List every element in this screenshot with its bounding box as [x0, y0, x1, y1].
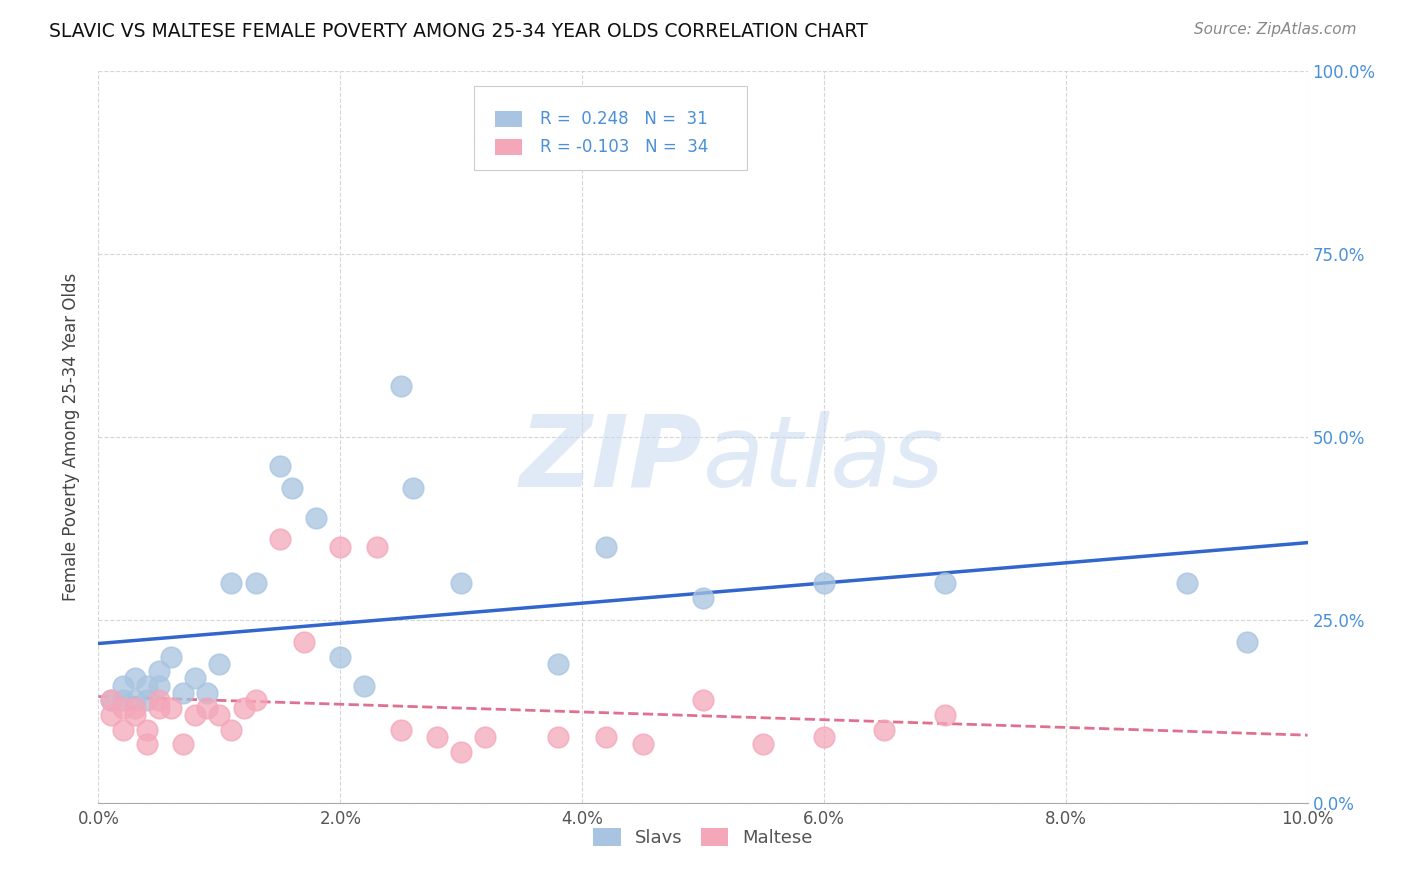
Text: ZIP: ZIP	[520, 410, 703, 508]
Point	[184, 672, 207, 686]
Point	[305, 510, 328, 524]
Y-axis label: Female Poverty Among 25-34 Year Olds: Female Poverty Among 25-34 Year Olds	[62, 273, 80, 601]
Point	[111, 723, 134, 737]
Point	[172, 686, 194, 700]
Point	[148, 679, 170, 693]
Text: Source: ZipAtlas.com: Source: ZipAtlas.com	[1194, 22, 1357, 37]
Point	[402, 481, 425, 495]
Text: R =  0.248   N =  31: R = 0.248 N = 31	[540, 110, 707, 128]
Point	[269, 533, 291, 547]
Text: atlas: atlas	[703, 410, 945, 508]
Point	[111, 700, 134, 714]
Point	[135, 737, 157, 751]
Point	[813, 576, 835, 591]
Point	[329, 540, 352, 554]
Point	[124, 672, 146, 686]
Point	[172, 737, 194, 751]
Text: R = -0.103   N =  34: R = -0.103 N = 34	[540, 137, 709, 156]
Point	[450, 576, 472, 591]
Point	[208, 708, 231, 723]
Point	[124, 693, 146, 707]
Point	[547, 657, 569, 671]
Point	[269, 459, 291, 474]
Point	[221, 723, 243, 737]
Point	[813, 730, 835, 744]
Point	[474, 730, 496, 744]
Point	[752, 737, 775, 751]
Point	[1236, 635, 1258, 649]
FancyBboxPatch shape	[495, 111, 522, 127]
Point	[292, 635, 315, 649]
Point	[631, 737, 654, 751]
Point	[934, 708, 956, 723]
Point	[692, 591, 714, 605]
Point	[232, 700, 254, 714]
Point	[389, 723, 412, 737]
FancyBboxPatch shape	[474, 86, 747, 170]
Point	[195, 686, 218, 700]
Point	[245, 693, 267, 707]
Point	[100, 708, 122, 723]
Point	[245, 576, 267, 591]
Point	[148, 700, 170, 714]
Point	[221, 576, 243, 591]
Point	[100, 693, 122, 707]
Point	[148, 664, 170, 678]
Point	[595, 730, 617, 744]
Point	[692, 693, 714, 707]
Point	[195, 700, 218, 714]
Point	[934, 576, 956, 591]
Point	[1175, 576, 1198, 591]
Point	[160, 649, 183, 664]
Point	[184, 708, 207, 723]
Point	[111, 679, 134, 693]
Point	[873, 723, 896, 737]
Point	[595, 540, 617, 554]
Point	[389, 379, 412, 393]
Point	[547, 730, 569, 744]
Text: SLAVIC VS MALTESE FEMALE POVERTY AMONG 25-34 YEAR OLDS CORRELATION CHART: SLAVIC VS MALTESE FEMALE POVERTY AMONG 2…	[49, 22, 868, 41]
Point	[148, 693, 170, 707]
Point	[366, 540, 388, 554]
Point	[353, 679, 375, 693]
Point	[426, 730, 449, 744]
Point	[160, 700, 183, 714]
Point	[329, 649, 352, 664]
Point	[135, 693, 157, 707]
Point	[100, 693, 122, 707]
Point	[135, 723, 157, 737]
Point	[450, 745, 472, 759]
FancyBboxPatch shape	[495, 138, 522, 154]
Point	[111, 693, 134, 707]
Legend: Slavs, Maltese: Slavs, Maltese	[585, 819, 821, 856]
Point	[135, 679, 157, 693]
Point	[208, 657, 231, 671]
Point	[124, 700, 146, 714]
Point	[281, 481, 304, 495]
Point	[124, 708, 146, 723]
